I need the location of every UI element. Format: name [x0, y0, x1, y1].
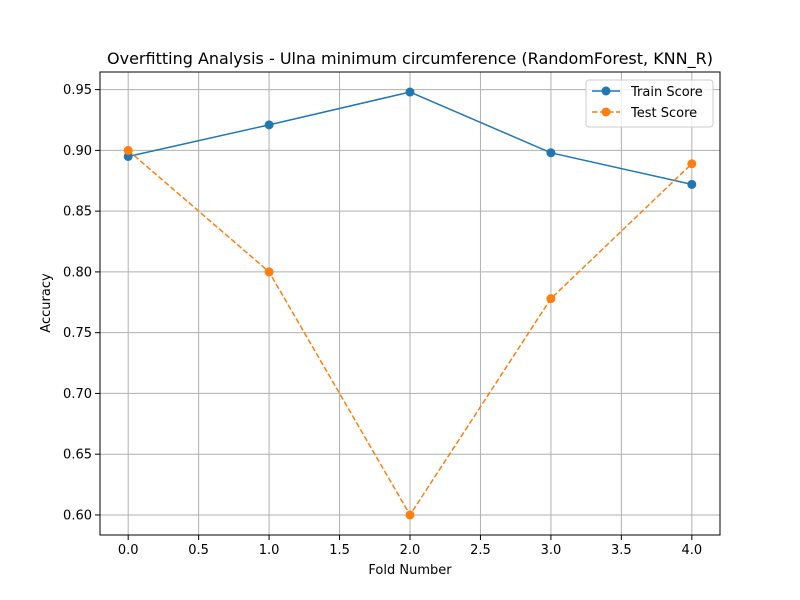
y-tick-label: 0.80	[63, 265, 92, 280]
legend: Train Score Test Score	[585, 79, 714, 128]
y-tick-label: 0.95	[63, 83, 92, 98]
chart-title: Overfitting Analysis - Ulna minimum circ…	[107, 49, 713, 69]
train-score-point	[405, 87, 415, 97]
y-tick-label: 0.70	[63, 387, 92, 402]
train-score-point	[687, 179, 697, 189]
y-tick-label: 0.65	[63, 448, 92, 463]
test-score-point	[405, 510, 415, 520]
x-tick-label: 3.5	[611, 543, 632, 558]
legend-marker-train	[601, 86, 611, 96]
x-tick-label: 2.5	[470, 543, 491, 558]
x-tick-label: 1.5	[329, 543, 350, 558]
x-axis-title: Fold Number	[368, 563, 452, 578]
x-tick-label: 1.0	[259, 543, 280, 558]
legend-label-test: Test Score	[630, 106, 697, 121]
y-tick-label: 0.60	[63, 508, 92, 523]
train-score-point	[264, 120, 274, 130]
x-tick-label: 0.0	[118, 543, 139, 558]
test-score-point	[264, 267, 274, 277]
x-tick-label: 0.5	[188, 543, 209, 558]
legend-marker-test	[601, 107, 611, 117]
test-score-point	[687, 159, 697, 169]
legend-label-train: Train Score	[630, 85, 703, 100]
y-axis-title: Accuracy	[39, 273, 54, 333]
y-tick-label: 0.75	[63, 326, 92, 341]
y-tick-label: 0.85	[63, 205, 92, 220]
y-tick-label: 0.90	[63, 144, 92, 159]
axis-ticks: 0.0 0.5 1.0 1.5 2.0 2.5 3.0 3.5 4.0 0.60 0.65 0.70 0…	[63, 83, 702, 558]
test-score-point	[546, 294, 556, 304]
x-tick-label: 3.0	[541, 543, 562, 558]
plot-series	[123, 87, 697, 520]
test-score-point	[123, 145, 133, 155]
x-tick-label: 4.0	[681, 543, 702, 558]
x-tick-label: 2.0	[400, 543, 421, 558]
train-score-point	[546, 148, 556, 158]
